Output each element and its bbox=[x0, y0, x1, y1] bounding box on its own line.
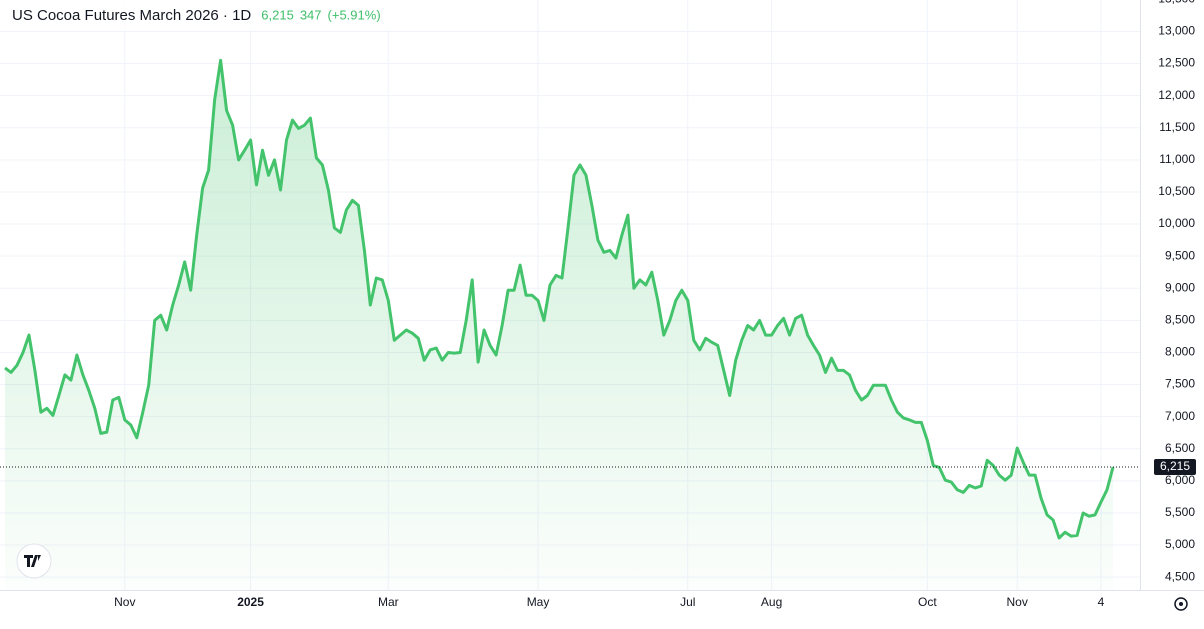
y-tick-label: 10,500 bbox=[1158, 184, 1195, 198]
gear-center[interactable] bbox=[1179, 602, 1183, 606]
y-tick-label: 13,500 bbox=[1158, 0, 1195, 6]
x-tick-label: Nov bbox=[114, 595, 135, 609]
price-line bbox=[4, 58, 1115, 540]
y-tick-label: 9,500 bbox=[1165, 248, 1195, 262]
x-tick-label: Oct bbox=[918, 595, 937, 609]
y-tick-label: 13,000 bbox=[1158, 24, 1195, 38]
change: 347 bbox=[300, 7, 322, 22]
y-tick-label: 11,000 bbox=[1159, 152, 1195, 166]
y-tick-label: 7,500 bbox=[1165, 377, 1195, 391]
x-tick-label: Aug bbox=[761, 595, 782, 609]
x-tick-label: Mar bbox=[378, 595, 399, 609]
y-tick-label: 5,500 bbox=[1165, 505, 1195, 519]
settings-icon[interactable] bbox=[1174, 597, 1188, 611]
y-tick-label: 11,500 bbox=[1159, 120, 1195, 134]
labels: 4,500 5,000 5,500 6,000 6,500 7,000 7,500 8,000… bbox=[114, 0, 1196, 609]
last-price-label: 6,215 bbox=[1160, 459, 1190, 473]
x-tick-label: 4 bbox=[1098, 595, 1105, 609]
y-tick-label: 8,500 bbox=[1165, 313, 1195, 327]
last-price-tag bbox=[1154, 459, 1196, 476]
change-percent: (+5.91%) bbox=[328, 7, 381, 22]
header: US Cocoa Futures March 2026 · 1D 6,215 3… bbox=[0, 0, 420, 30]
y-tick-label: 4,500 bbox=[1165, 569, 1195, 583]
y-tick-label: 6,500 bbox=[1165, 441, 1195, 455]
y-tick-label: 9,000 bbox=[1165, 280, 1195, 294]
x-tick-label: Jul bbox=[680, 595, 695, 609]
y-tick-label: 10,000 bbox=[1158, 216, 1195, 230]
y-tick-label: 5,000 bbox=[1165, 537, 1195, 551]
gear[interactable] bbox=[1174, 597, 1188, 611]
x-tick-label: May bbox=[527, 595, 550, 609]
x-tick-label: 2025 bbox=[237, 595, 264, 609]
header-bg bbox=[0, 0, 420, 30]
y-tick-label: 12,000 bbox=[1158, 88, 1195, 102]
chart-title: US Cocoa Futures March 2026 · 1D bbox=[12, 7, 251, 24]
x-tick-label: Nov bbox=[1007, 595, 1028, 609]
y-tick-label: 7,000 bbox=[1165, 409, 1195, 423]
plot bbox=[0, 58, 1140, 591]
y-tick-label: 8,000 bbox=[1165, 345, 1195, 359]
area bbox=[5, 60, 1113, 591]
tv-logo[interactable] bbox=[16, 543, 52, 579]
price: 6,215 bbox=[261, 7, 294, 22]
y-tick-label: 12,500 bbox=[1158, 56, 1195, 70]
logo-mark[interactable] bbox=[24, 555, 41, 567]
y-tick-label: 6,000 bbox=[1165, 473, 1195, 487]
